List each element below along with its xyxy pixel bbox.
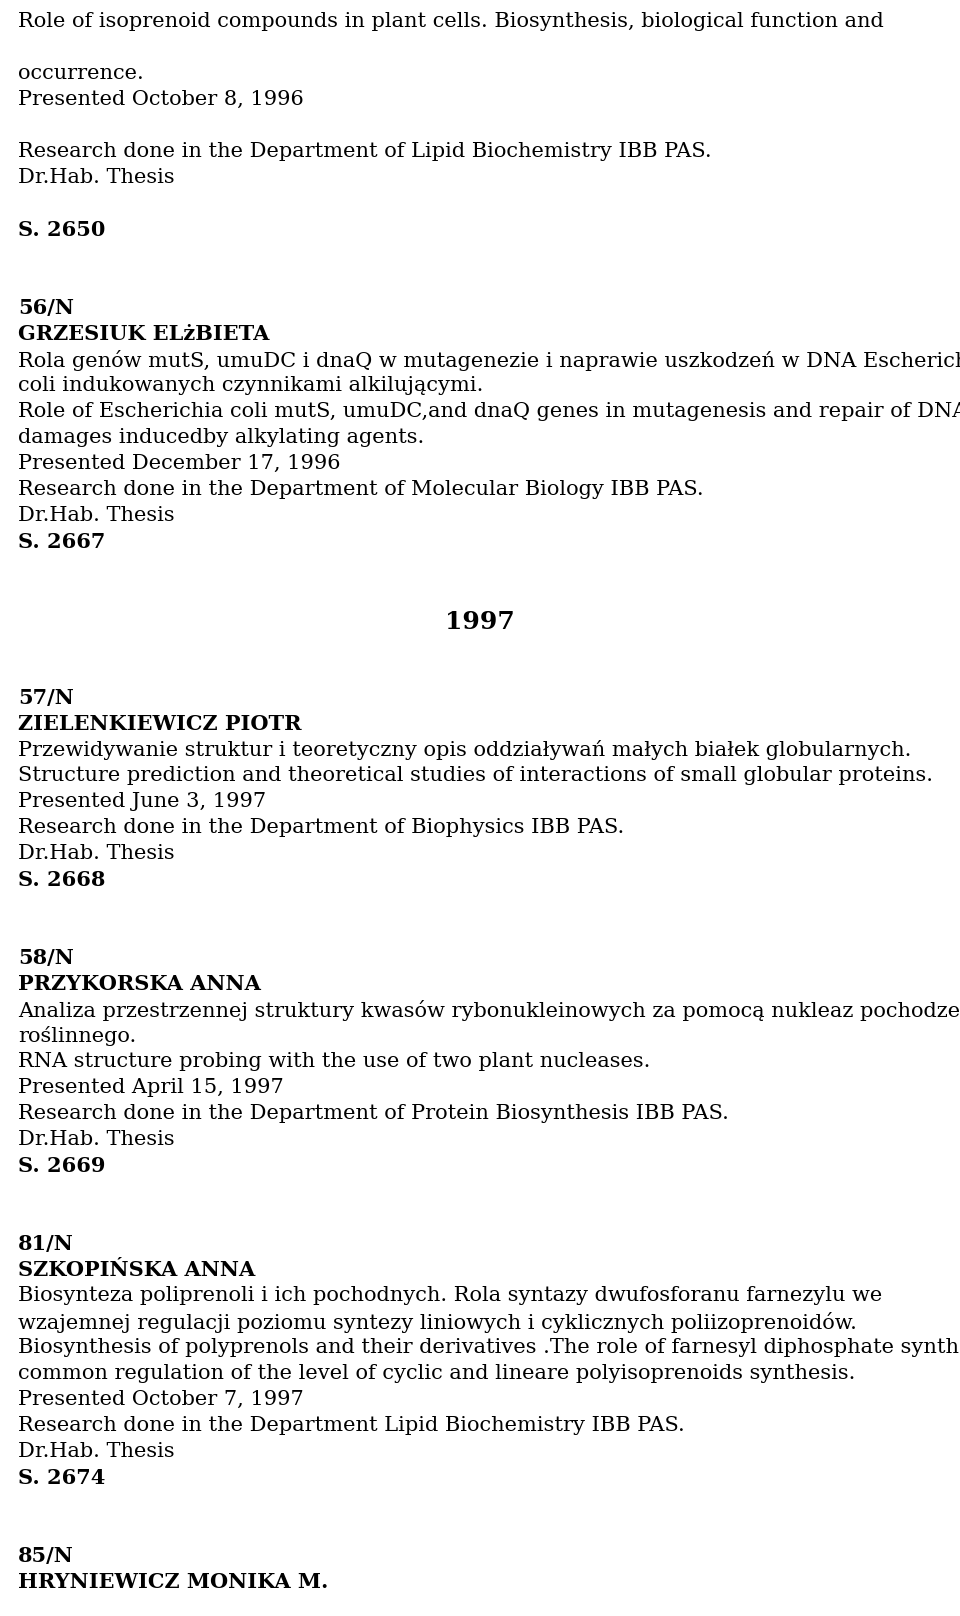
Text: S. 2674: S. 2674 — [18, 1467, 106, 1488]
Text: Dr.Hab. Thesis: Dr.Hab. Thesis — [18, 506, 175, 525]
Text: S. 2650: S. 2650 — [18, 220, 106, 241]
Text: Analiza przestrzennej struktury kwasów rybonukleinowych za pomocą nukleaz pochod: Analiza przestrzennej struktury kwasów r… — [18, 1000, 960, 1021]
Text: Role of isoprenoid compounds in plant cells. Biosynthesis, biological function a: Role of isoprenoid compounds in plant ce… — [18, 11, 884, 31]
Text: common regulation of the level of cyclic and lineare polyisoprenoids synthesis.: common regulation of the level of cyclic… — [18, 1364, 855, 1383]
Text: Rola genów mutS, umuDC i dnaQ w mutagenezie i naprawie uszkodzeń w DNA Escherich: Rola genów mutS, umuDC i dnaQ w mutagene… — [18, 351, 960, 372]
Text: GRZESIUK ELżBIETA: GRZESIUK ELżBIETA — [18, 323, 270, 344]
Text: Presented December 17, 1996: Presented December 17, 1996 — [18, 454, 341, 473]
Text: 1997: 1997 — [445, 609, 515, 633]
Text: SZKOPIŃSKA ANNA: SZKOPIŃSKA ANNA — [18, 1260, 255, 1280]
Text: PRZYKORSKA ANNA: PRZYKORSKA ANNA — [18, 974, 261, 994]
Text: roślinnego.: roślinnego. — [18, 1026, 136, 1046]
Text: Dr.Hab. Thesis: Dr.Hab. Thesis — [18, 1130, 175, 1149]
Text: Research done in the Department Lipid Biochemistry IBB PAS.: Research done in the Department Lipid Bi… — [18, 1416, 684, 1435]
Text: damages inducedby alkylating agents.: damages inducedby alkylating agents. — [18, 428, 424, 448]
Text: HRYNIEWICZ MONIKA M.: HRYNIEWICZ MONIKA M. — [18, 1572, 328, 1592]
Text: occurrence.: occurrence. — [18, 65, 144, 82]
Text: Research done in the Department of Lipid Biochemistry IBB PAS.: Research done in the Department of Lipid… — [18, 142, 711, 162]
Text: Structure prediction and theoretical studies of interactions of small globular p: Structure prediction and theoretical stu… — [18, 766, 933, 785]
Text: Presented June 3, 1997: Presented June 3, 1997 — [18, 792, 266, 811]
Text: ZIELENKIEWICZ PIOTR: ZIELENKIEWICZ PIOTR — [18, 714, 301, 734]
Text: Research done in the Department of Molecular Biology IBB PAS.: Research done in the Department of Molec… — [18, 480, 704, 499]
Text: coli indukowanych czynnikami alkilującymi.: coli indukowanych czynnikami alkilującym… — [18, 377, 484, 394]
Text: wzajemnej regulacji poziomu syntezy liniowych i cyklicznych poliizoprenoidów.: wzajemnej regulacji poziomu syntezy lini… — [18, 1312, 857, 1333]
Text: Dr.Hab. Thesis: Dr.Hab. Thesis — [18, 1441, 175, 1461]
Text: 85/N: 85/N — [18, 1547, 74, 1566]
Text: 58/N: 58/N — [18, 949, 74, 968]
Text: S. 2668: S. 2668 — [18, 869, 106, 890]
Text: Presented October 8, 1996: Presented October 8, 1996 — [18, 90, 303, 108]
Text: 56/N: 56/N — [18, 297, 74, 318]
Text: Dr.Hab. Thesis: Dr.Hab. Thesis — [18, 844, 175, 863]
Text: S. 2669: S. 2669 — [18, 1155, 106, 1176]
Text: Dr.Hab. Thesis: Dr.Hab. Thesis — [18, 168, 175, 187]
Text: Role of Escherichia coli mutS, umuDC,and dnaQ genes in mutagenesis and repair of: Role of Escherichia coli mutS, umuDC,and… — [18, 402, 960, 422]
Text: RNA structure probing with the use of two plant nucleases.: RNA structure probing with the use of tw… — [18, 1052, 650, 1071]
Text: Research done in the Department of Biophysics IBB PAS.: Research done in the Department of Bioph… — [18, 818, 624, 837]
Text: 57/N: 57/N — [18, 688, 74, 708]
Text: Przewidywanie struktur i teoretyczny opis oddziaływań małych białek globularnych: Przewidywanie struktur i teoretyczny opi… — [18, 740, 911, 760]
Text: Presented April 15, 1997: Presented April 15, 1997 — [18, 1078, 284, 1097]
Text: Presented October 7, 1997: Presented October 7, 1997 — [18, 1390, 303, 1409]
Text: Research done in the Department of Protein Biosynthesis IBB PAS.: Research done in the Department of Prote… — [18, 1104, 729, 1123]
Text: Biosynthesis of polyprenols and their derivatives .The role of farnesyl diphosph: Biosynthesis of polyprenols and their de… — [18, 1338, 960, 1357]
Text: Biosynteza poliprenoli i ich pochodnych. Rola syntazy dwufosforanu farnezylu we: Biosynteza poliprenoli i ich pochodnych.… — [18, 1286, 882, 1306]
Text: 81/N: 81/N — [18, 1235, 74, 1254]
Text: S. 2667: S. 2667 — [18, 532, 106, 553]
